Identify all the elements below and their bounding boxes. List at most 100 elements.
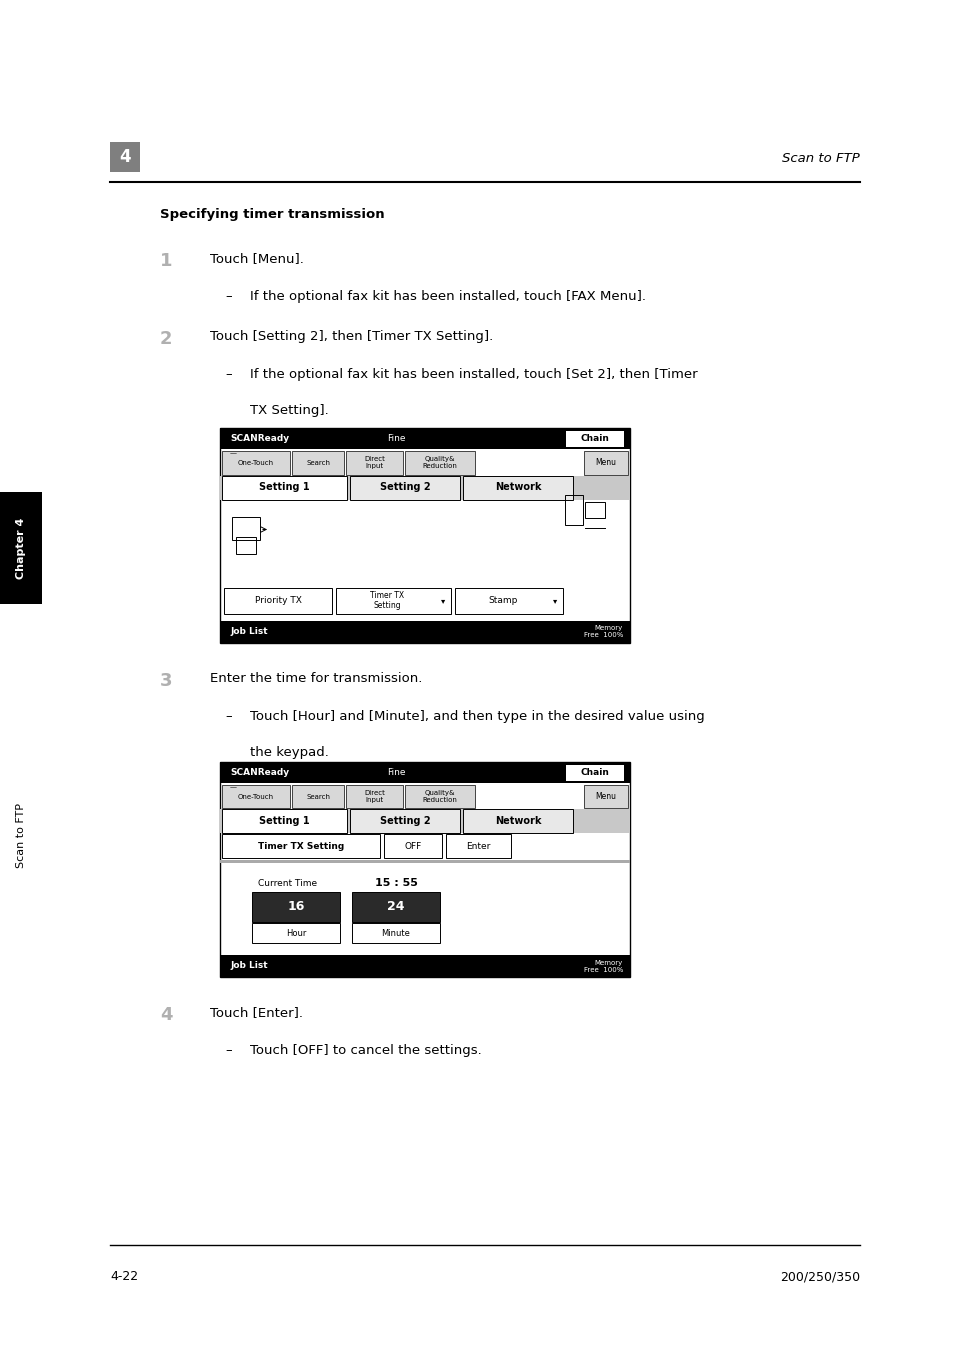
Text: One-Touch: One-Touch (237, 460, 274, 466)
Text: Specifying timer transmission: Specifying timer transmission (160, 208, 384, 221)
Text: 2: 2 (160, 329, 172, 348)
Text: –: – (225, 710, 232, 724)
Text: 4-22: 4-22 (110, 1270, 138, 1284)
Text: Touch [Setting 2], then [Timer TX Setting].: Touch [Setting 2], then [Timer TX Settin… (210, 329, 493, 343)
Text: Memory
Free  100%: Memory Free 100% (583, 625, 622, 639)
Bar (346, 451, 402, 474)
Bar (462, 810, 573, 833)
Bar (384, 834, 441, 859)
Bar (220, 810, 629, 833)
Bar (462, 475, 573, 500)
Text: Scan to FTP: Scan to FTP (16, 802, 26, 868)
Bar (335, 587, 451, 613)
Bar (220, 761, 629, 783)
Text: Setting 2: Setting 2 (379, 482, 430, 493)
Bar (232, 517, 260, 540)
Text: Quality&
Reduction: Quality& Reduction (422, 456, 456, 470)
Bar (222, 451, 290, 474)
Bar (565, 431, 623, 447)
Text: Minute: Minute (381, 929, 410, 938)
Bar (220, 428, 629, 450)
Text: Hour: Hour (286, 929, 306, 938)
Bar (222, 784, 290, 809)
Text: –: – (225, 1044, 232, 1057)
Text: 3: 3 (160, 672, 172, 690)
Text: Setting 2: Setting 2 (379, 817, 430, 826)
Text: Touch [OFF] to cancel the settings.: Touch [OFF] to cancel the settings. (250, 1044, 481, 1057)
Text: Memory
Free  100%: Memory Free 100% (583, 960, 622, 972)
Text: Touch [Enter].: Touch [Enter]. (210, 1006, 303, 1019)
Text: Quality&
Reduction: Quality& Reduction (422, 790, 456, 803)
Bar (352, 891, 439, 922)
Text: Setting 1: Setting 1 (259, 482, 310, 493)
Text: ▾: ▾ (440, 595, 445, 605)
Bar (220, 954, 629, 977)
Text: Scan to FTP: Scan to FTP (781, 151, 859, 165)
Text: Priority TX: Priority TX (254, 595, 301, 605)
Text: 4: 4 (119, 148, 131, 166)
Text: One-Touch: One-Touch (237, 794, 274, 799)
Text: Stamp: Stamp (488, 595, 517, 605)
Text: Timer TX Setting: Timer TX Setting (257, 842, 344, 850)
Text: TX Setting].: TX Setting]. (250, 404, 329, 417)
Bar (352, 923, 439, 944)
Text: OFF: OFF (404, 842, 421, 850)
Text: 24: 24 (387, 900, 404, 913)
Text: Fine: Fine (387, 768, 405, 778)
Bar (292, 784, 344, 809)
Bar (583, 784, 627, 809)
Text: –: – (225, 290, 232, 302)
Bar (222, 810, 347, 833)
Bar (565, 764, 623, 780)
Text: If the optional fax kit has been installed, touch [Set 2], then [Timer: If the optional fax kit has been install… (250, 369, 697, 381)
Bar (350, 475, 459, 500)
Text: Touch [Menu].: Touch [Menu]. (210, 252, 304, 265)
Bar (220, 761, 629, 977)
Text: Fine: Fine (387, 433, 405, 443)
Text: Timer TX
Setting: Timer TX Setting (370, 591, 404, 610)
Text: SCANReady: SCANReady (230, 768, 289, 778)
Bar (222, 475, 347, 500)
Text: Chain: Chain (580, 433, 609, 443)
Text: 4: 4 (160, 1006, 172, 1025)
Bar (584, 501, 604, 517)
Bar (252, 891, 339, 922)
Text: Touch [Hour] and [Minute], and then type in the desired value using: Touch [Hour] and [Minute], and then type… (250, 710, 704, 724)
Text: Job List: Job List (230, 628, 268, 636)
Bar (446, 834, 511, 859)
Text: the keypad.: the keypad. (250, 747, 329, 759)
Text: Enter: Enter (466, 842, 490, 850)
Bar (224, 587, 332, 613)
Text: If the optional fax kit has been installed, touch [FAX Menu].: If the optional fax kit has been install… (250, 290, 645, 302)
Text: SCANReady: SCANReady (230, 433, 289, 443)
Text: –: – (225, 369, 232, 381)
Text: ▾: ▾ (553, 595, 557, 605)
Text: Menu: Menu (595, 792, 616, 802)
Text: Direct
Input: Direct Input (364, 790, 384, 803)
Bar (583, 451, 627, 474)
Text: Chapter 4: Chapter 4 (16, 517, 26, 579)
Bar (220, 475, 629, 500)
Text: Job List: Job List (230, 961, 268, 971)
Bar (222, 834, 379, 859)
Text: 15 : 55: 15 : 55 (375, 879, 417, 888)
Text: Search: Search (306, 460, 330, 466)
Text: —: — (230, 784, 236, 790)
Text: Enter the time for transmission.: Enter the time for transmission. (210, 672, 422, 684)
Text: 16: 16 (287, 900, 304, 913)
Bar (405, 451, 475, 474)
Text: Current Time: Current Time (257, 879, 316, 888)
Bar (220, 860, 629, 863)
Text: Network: Network (495, 482, 540, 493)
Text: Chain: Chain (580, 768, 609, 778)
Text: 1: 1 (160, 252, 172, 270)
Bar (292, 451, 344, 474)
Text: Direct
Input: Direct Input (364, 456, 384, 470)
Bar (0, 491, 42, 603)
Text: 200/250/350: 200/250/350 (779, 1270, 859, 1284)
Bar (252, 923, 339, 944)
Bar (346, 784, 402, 809)
Bar (564, 495, 582, 525)
Text: —: — (230, 450, 236, 456)
Bar (405, 784, 475, 809)
